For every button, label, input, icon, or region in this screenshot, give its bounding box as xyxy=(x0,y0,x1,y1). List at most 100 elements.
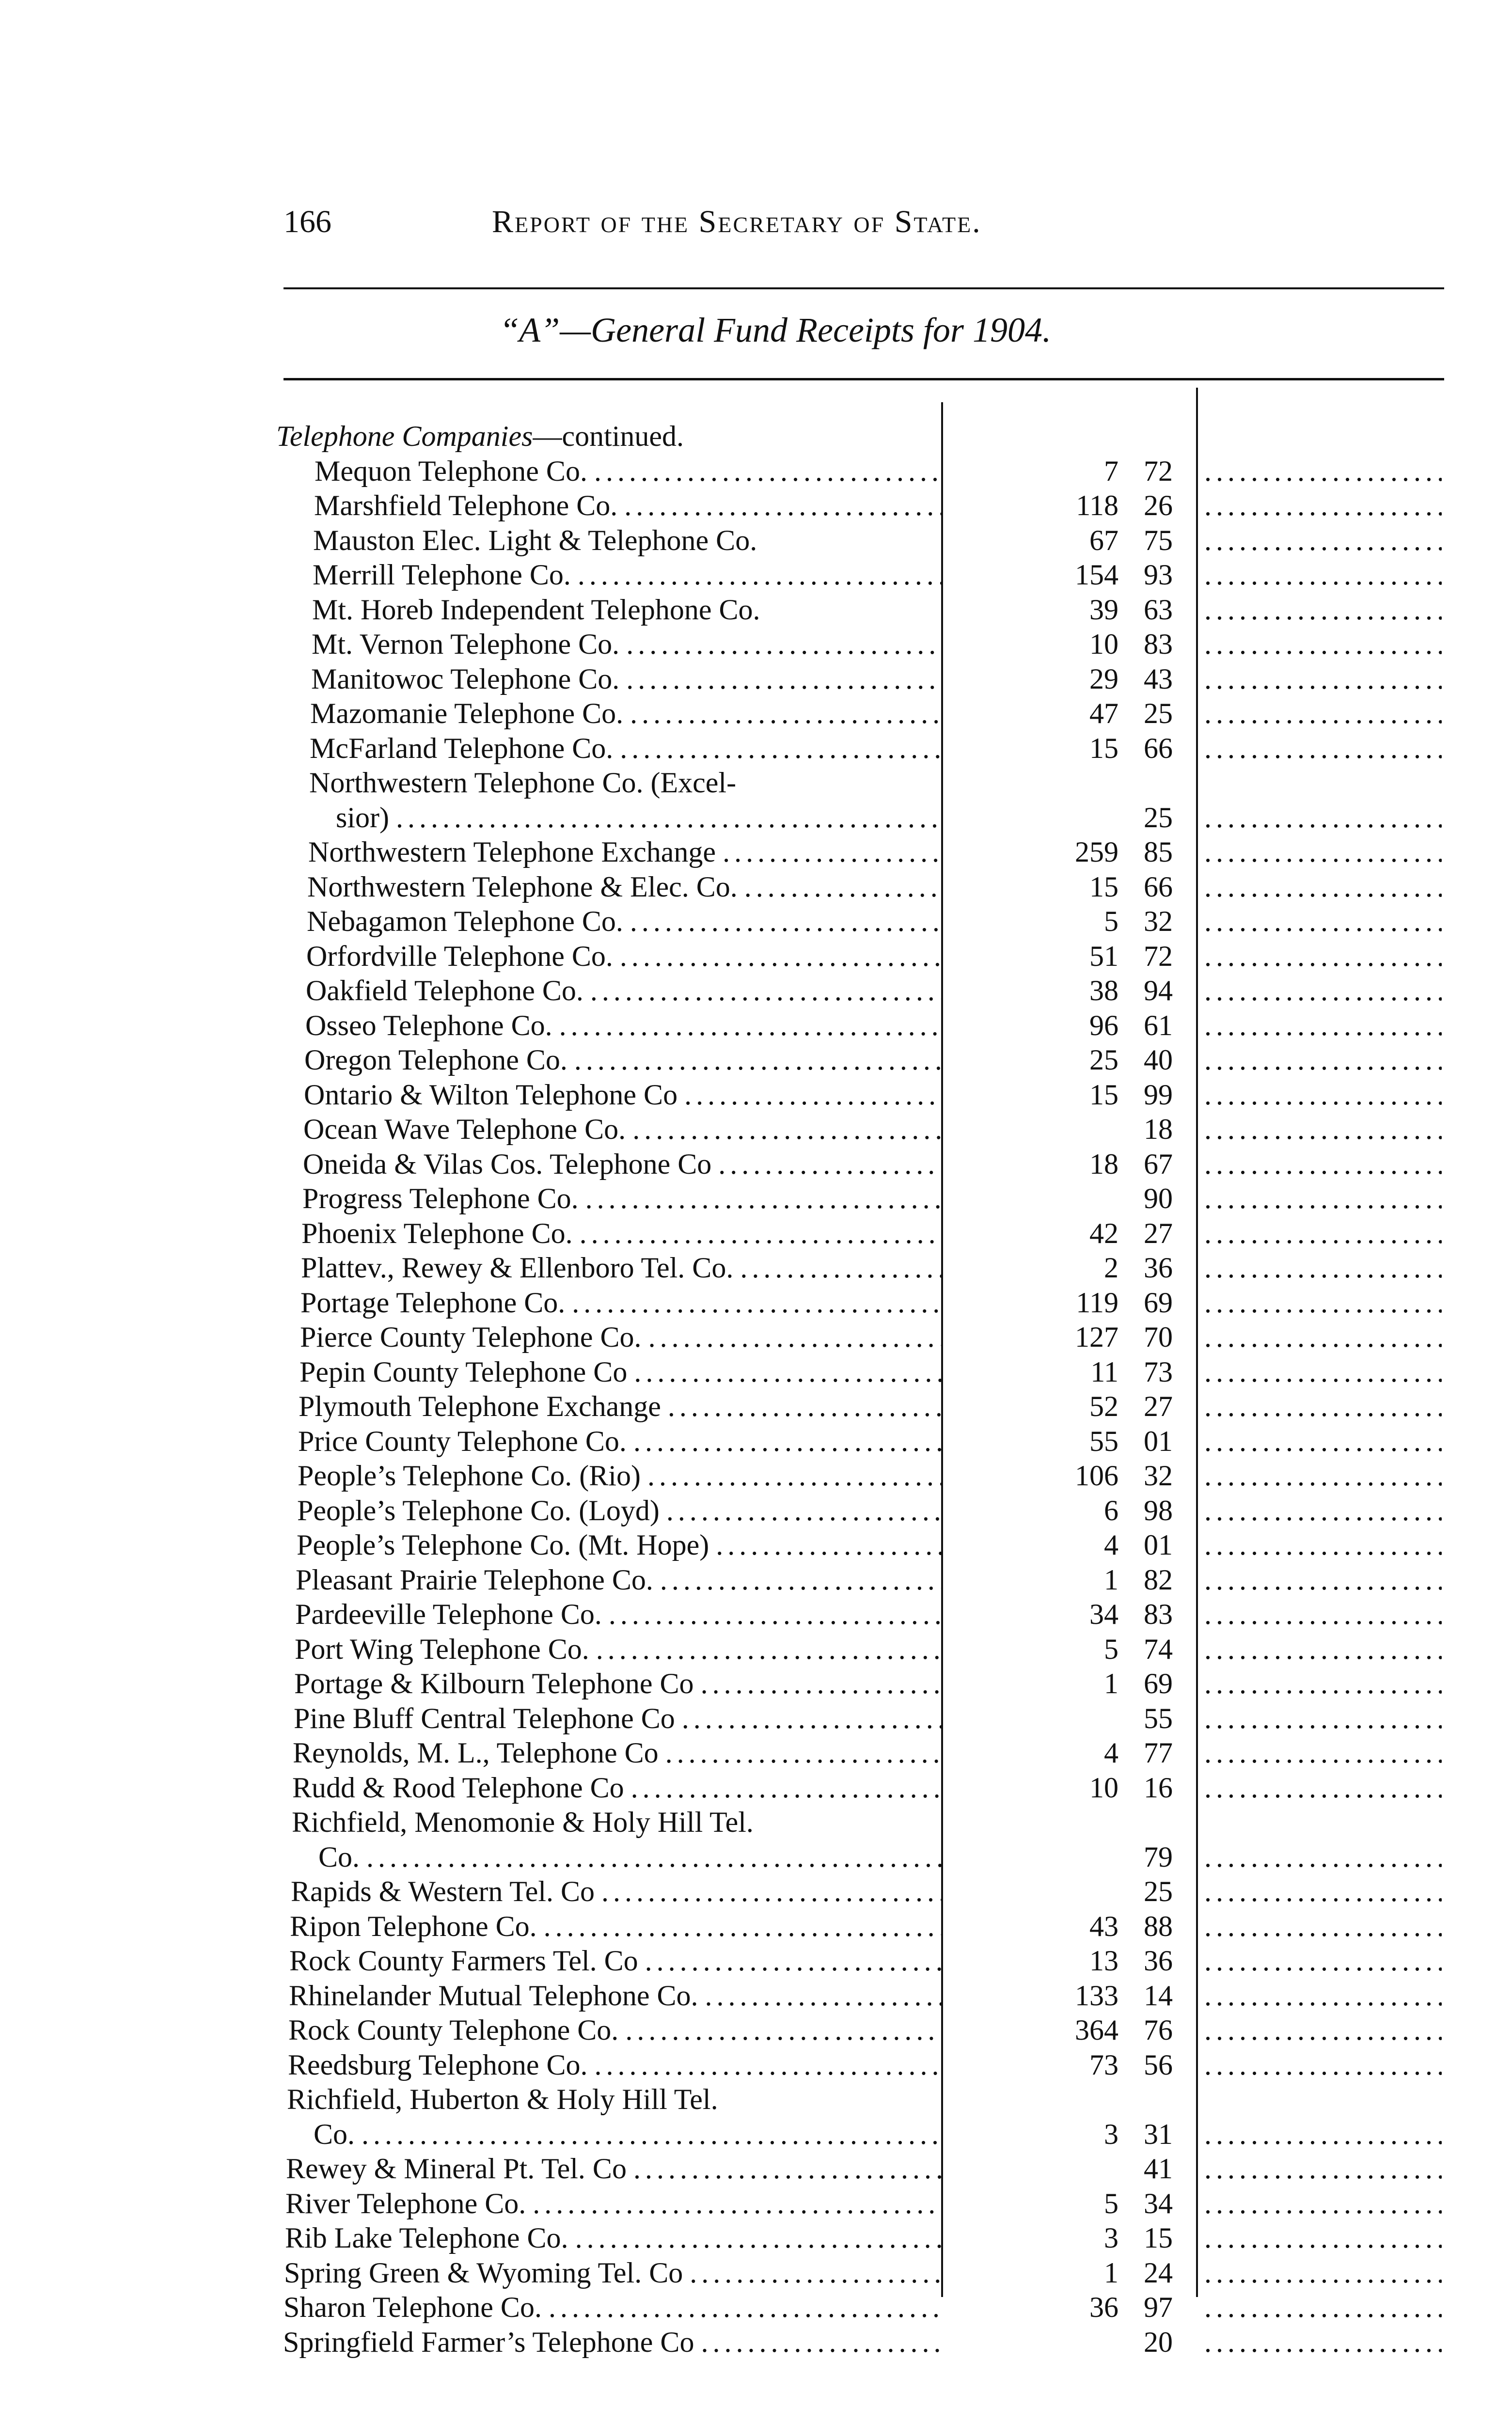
dot-leader xyxy=(579,1181,943,1216)
table-row: Rewey & Mineral Pt. Tel. Co 41 xyxy=(0,2152,1512,2186)
company-name: Rudd & Rood Telephone Co xyxy=(292,1771,624,1804)
company-name: Rib Lake Telephone Co. xyxy=(285,2222,568,2254)
company-name: People’s Telephone Co. (Loyd) xyxy=(297,1494,660,1526)
amount-dollars: 119 xyxy=(1076,1286,1118,1319)
table-row: Pardeeville Telephone Co. 34 83 xyxy=(0,1597,1512,1632)
amount-cents: 69 xyxy=(1144,1286,1173,1319)
company-name: Plattev., Rewey & Ellenboro Tel. Co. xyxy=(301,1252,734,1284)
amount-dollars: 4 xyxy=(1104,1737,1118,1769)
dot-leader xyxy=(595,1874,943,1909)
empty-column-leader xyxy=(1204,1112,1442,1147)
amount-dollars: 259 xyxy=(1075,836,1118,868)
empty-column-leader xyxy=(1204,1736,1442,1770)
amount-cents: 66 xyxy=(1144,732,1173,764)
dot-leader xyxy=(542,2290,943,2325)
amount-dollars: 34 xyxy=(1089,1598,1118,1630)
amount-cents: 83 xyxy=(1144,1598,1173,1630)
dot-leader xyxy=(355,2117,943,2152)
table-row: Spring Green & Wyoming Tel. Co 1 24 xyxy=(0,2256,1512,2290)
table-row: Nebagamon Telephone Co. 5 32 xyxy=(0,904,1512,939)
empty-column-leader xyxy=(1204,696,1442,731)
company-name: Richfield, Huberton & Holy Hill Tel. xyxy=(287,2083,718,2115)
amount-dollars: 43 xyxy=(1089,1910,1118,1942)
table-row: Pepin County Telephone Co 11 73 xyxy=(0,1355,1512,1389)
empty-column-leader xyxy=(1204,2221,1442,2255)
dot-leader xyxy=(587,454,943,488)
empty-column-leader xyxy=(1204,731,1442,766)
amount-cents: 25 xyxy=(1144,801,1173,834)
amount-dollars: 1 xyxy=(1104,1563,1118,1596)
amount-dollars: 15 xyxy=(1089,870,1118,903)
empty-column-leader xyxy=(1204,1389,1442,1424)
amount-cents: 99 xyxy=(1144,1078,1173,1111)
company-name: Pine Bluff Central Telephone Co xyxy=(294,1702,675,1734)
page-number: 166 xyxy=(284,204,331,239)
amount-dollars: 55 xyxy=(1089,1425,1118,1457)
table-row: Mt. Vernon Telephone Co. 10 83 xyxy=(0,627,1512,661)
dot-leader xyxy=(623,696,943,731)
company-name: Pepin County Telephone Co xyxy=(299,1355,628,1388)
running-title: Report of the Secretary of State. xyxy=(492,204,982,239)
table-row: Phoenix Telephone Co. 42 27 xyxy=(0,1216,1512,1251)
amount-cents: 43 xyxy=(1144,662,1173,695)
table-row: Ripon Telephone Co. 43 88 xyxy=(0,1909,1512,1944)
table-row: People’s Telephone Co. (Rio) 106 32 xyxy=(0,1459,1512,1493)
amount-cents: 74 xyxy=(1144,1633,1173,1665)
table-row: Pierce County Telephone Co. 127 70 xyxy=(0,1320,1512,1354)
amount-dollars: 29 xyxy=(1089,662,1118,695)
amount-cents: 82 xyxy=(1144,1563,1173,1596)
amount-cents: 75 xyxy=(1144,524,1173,556)
table-row: Mt. Horeb Independent Telephone Co. 39 63 xyxy=(0,593,1512,627)
page-header: 166 Report of the Secretary of State. xyxy=(284,204,1233,247)
table-row: River Telephone Co. 5 34 xyxy=(0,2187,1512,2221)
table-row: Reedsburg Telephone Co. 73 56 xyxy=(0,2048,1512,2082)
table-row: Rock County Farmers Tel. Co 13 36 xyxy=(0,1944,1512,1978)
company-name: Ripon Telephone Co. xyxy=(290,1910,537,1942)
table-row: Sharon Telephone Co. 36 97 xyxy=(0,2290,1512,2325)
amount-dollars: 4 xyxy=(1104,1529,1118,1561)
amount-cents: 24 xyxy=(1144,2256,1173,2289)
amount-dollars: 1 xyxy=(1104,2256,1118,2289)
empty-column-leader xyxy=(1204,1320,1442,1354)
table-row: Osseo Telephone Co. 96 61 xyxy=(0,1008,1512,1043)
company-name: Ocean Wave Telephone Co. xyxy=(303,1113,626,1145)
table-row: Richfield, Menomonie & Holy Hill Tel. xyxy=(0,1805,1512,1840)
company-name: Oneida & Vilas Cos. Telephone Co xyxy=(303,1148,712,1180)
amount-cents: 36 xyxy=(1144,1945,1173,1977)
dot-leader xyxy=(613,939,943,974)
company-name: Marshfield Telephone Co. xyxy=(314,489,618,521)
amount-dollars: 1 xyxy=(1104,1668,1118,1699)
company-name: Springfield Farmer’s Telephone Co xyxy=(283,2326,694,2358)
table-row: Progress Telephone Co. 90 xyxy=(0,1181,1512,1216)
empty-column-leader xyxy=(1204,1701,1442,1736)
empty-column-leader xyxy=(1204,1944,1442,1978)
amount-dollars: 118 xyxy=(1076,489,1118,521)
amount-dollars: 3 xyxy=(1104,2118,1118,2150)
company-name: Pierce County Telephone Co. xyxy=(300,1321,642,1353)
amount-cents: 14 xyxy=(1144,1979,1173,2012)
dot-leader xyxy=(613,731,943,766)
company-name-continued: Co. xyxy=(318,1841,360,1873)
dot-leader xyxy=(583,974,943,1008)
empty-column-leader xyxy=(1204,1494,1442,1528)
company-name: Osseo Telephone Co. xyxy=(305,1009,552,1041)
subtitle-rule xyxy=(284,378,1444,380)
amount-dollars: 15 xyxy=(1089,1078,1118,1111)
amount-cents: 88 xyxy=(1144,1910,1173,1942)
dot-leader xyxy=(626,1112,943,1147)
company-name: Mt. Horeb Independent Telephone Co. xyxy=(312,593,760,626)
amount-cents: 67 xyxy=(1144,1148,1173,1180)
table-row: Richfield, Huberton & Holy Hill Tel. xyxy=(0,2082,1512,2117)
empty-column-leader xyxy=(1204,939,1442,974)
empty-column-leader xyxy=(1204,627,1442,661)
empty-column-leader xyxy=(1204,2290,1442,2325)
amount-cents: 32 xyxy=(1144,905,1173,937)
amount-cents: 27 xyxy=(1144,1390,1173,1422)
table-row: Northwestern Telephone Exchange 259 85 xyxy=(0,835,1512,869)
amount-dollars: 38 xyxy=(1089,975,1118,1007)
empty-column-leader xyxy=(1204,1251,1442,1285)
table-row: Plymouth Telephone Exchange 52 27 xyxy=(0,1389,1512,1424)
dot-leader xyxy=(675,1701,943,1736)
empty-column-leader xyxy=(1204,454,1442,488)
empty-column-leader xyxy=(1204,1840,1442,1874)
